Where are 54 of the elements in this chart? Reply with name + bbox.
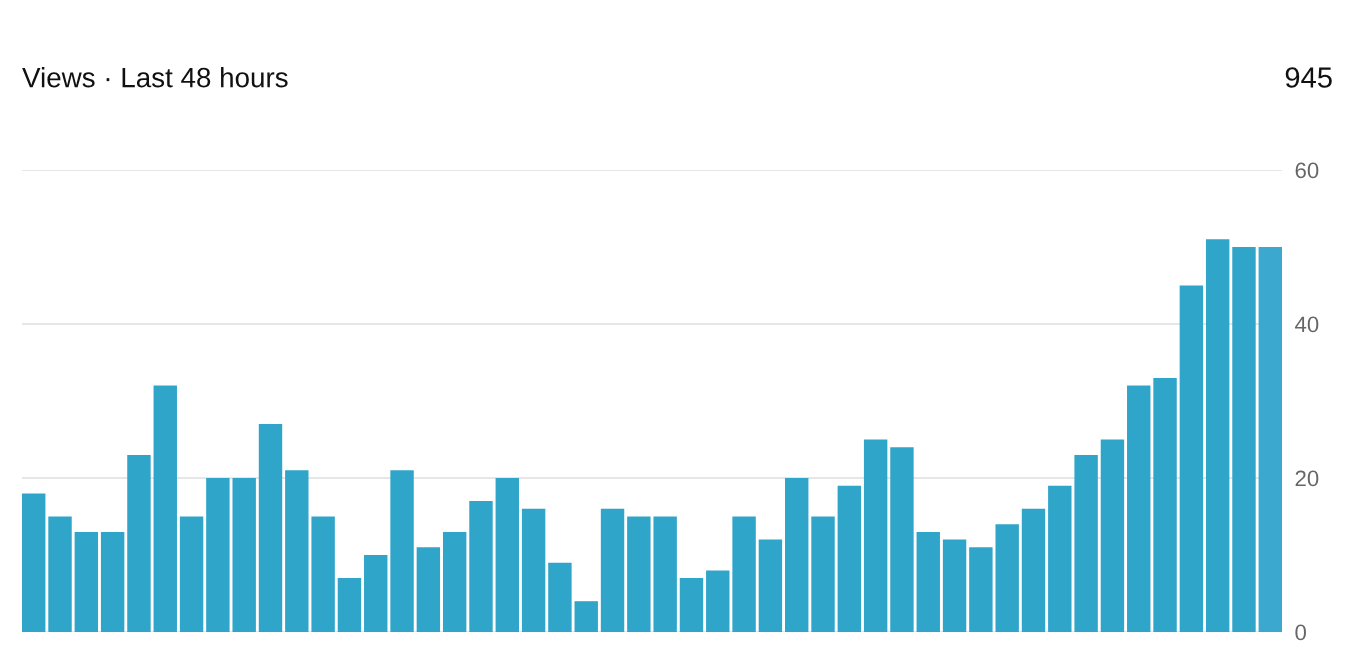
- bar: [942, 539, 967, 632]
- bar: [837, 485, 862, 632]
- bar: [258, 424, 283, 632]
- bar: [48, 516, 72, 632]
- bar: [916, 531, 940, 632]
- bar: [1179, 285, 1204, 632]
- bar: [22, 493, 46, 632]
- y-tick-label: 20: [1295, 470, 1319, 487]
- bar: [1074, 454, 1098, 632]
- bar: [627, 516, 651, 632]
- bar: [863, 439, 888, 632]
- bar: [1232, 247, 1256, 632]
- bar: [179, 516, 204, 632]
- bar: [995, 524, 1019, 632]
- bar: [232, 478, 256, 632]
- bar: [521, 508, 546, 632]
- bar: [469, 501, 493, 632]
- bar: [785, 478, 809, 632]
- bar: [1048, 485, 1072, 632]
- bar: [495, 478, 519, 632]
- bar: [416, 547, 441, 632]
- y-tick-label: 40: [1295, 316, 1319, 333]
- text: 945: [1285, 67, 1332, 88]
- bar: [732, 516, 756, 632]
- bar: [679, 578, 704, 632]
- bar: [206, 478, 230, 632]
- chart-title: Views · Last 48 hours: [22, 67, 288, 88]
- bar: [1153, 377, 1177, 632]
- bar: [74, 531, 99, 632]
- bar: [890, 447, 914, 632]
- bar: [600, 508, 625, 632]
- bar: [364, 555, 388, 632]
- bar: [1021, 508, 1046, 632]
- bar: [1127, 385, 1151, 632]
- bar: [758, 539, 783, 632]
- bar: [311, 516, 335, 632]
- bar: [442, 531, 467, 632]
- bar: [100, 531, 125, 632]
- bar: [285, 470, 309, 632]
- y-tick-label: 60: [1295, 162, 1319, 179]
- bar: [153, 385, 177, 632]
- bar: [1258, 247, 1282, 632]
- bar: [337, 578, 362, 632]
- bar: [390, 470, 414, 632]
- bar: [706, 570, 730, 632]
- bar: [653, 516, 677, 632]
- bar: [811, 516, 835, 632]
- bar: [127, 454, 151, 632]
- bar: [1205, 239, 1230, 632]
- bar: [1100, 439, 1125, 632]
- bar: [548, 562, 572, 632]
- y-tick-label: 0: [1295, 624, 1306, 641]
- bar: [574, 601, 598, 632]
- bar: [969, 547, 993, 632]
